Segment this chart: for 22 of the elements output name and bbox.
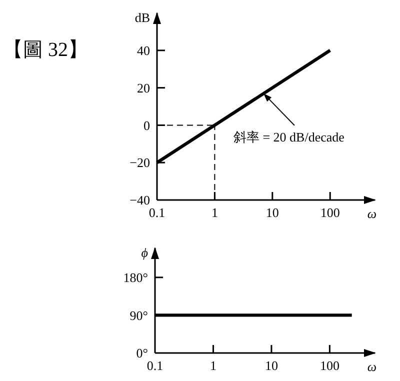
x-tick-label: 10: [264, 358, 278, 373]
annotation: 斜率 = 20 dB/decade: [233, 129, 345, 144]
text: 【圖 32】: [3, 39, 88, 61]
x-tick-label: 0.1: [148, 205, 166, 220]
y-tick-label: 90°: [130, 308, 148, 323]
x-tick-label: 1: [210, 358, 216, 373]
y-axis-title: ϕ: [141, 245, 148, 260]
y-axis-title: dB: [134, 10, 150, 25]
y-tick-label: 0: [144, 118, 150, 133]
x-tick-label: 1: [211, 205, 218, 220]
x-axis-title: ω: [367, 359, 377, 374]
y-tick-label: 40: [137, 42, 150, 58]
x-tick-label: 100: [320, 358, 340, 373]
y-tick-label: 0°: [136, 346, 148, 361]
y-tick-label: −20: [130, 155, 150, 170]
x-tick-label: 0.1: [146, 358, 164, 373]
x-tick-label: 100: [320, 205, 340, 220]
y-tick-label: 20: [137, 80, 150, 96]
y-tick-label: −40: [130, 192, 150, 208]
x-axis-title: ω: [367, 206, 377, 221]
y-tick-label: 180°: [123, 270, 148, 285]
x-tick-label: 10: [266, 205, 279, 220]
